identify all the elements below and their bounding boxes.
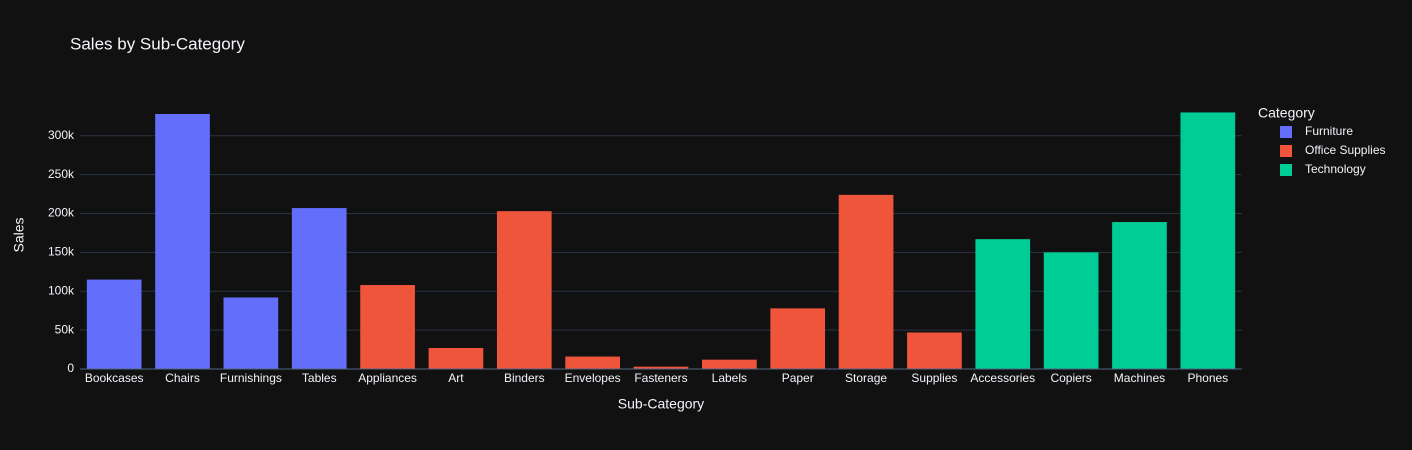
chart-title: Sales by Sub-Category xyxy=(70,34,245,53)
legend-label: Technology xyxy=(1305,162,1366,176)
x-tick-label: Storage xyxy=(845,371,887,385)
y-tick-label: 0 xyxy=(67,361,74,375)
y-tick-label: 200k xyxy=(48,206,75,220)
x-tick-label: Tables xyxy=(302,371,337,385)
x-tick-label: Art xyxy=(448,371,464,385)
bar xyxy=(291,208,347,369)
y-tick-label: 100k xyxy=(48,283,75,297)
bar xyxy=(907,332,962,369)
bar xyxy=(975,239,1031,369)
x-tick-label: Binders xyxy=(504,371,545,385)
x-tick-label: Machines xyxy=(1114,371,1165,385)
x-tick-label: Chairs xyxy=(165,371,200,385)
y-axis-title: Sales xyxy=(11,217,27,252)
bar xyxy=(1112,222,1167,369)
bar xyxy=(633,366,689,369)
bar xyxy=(1180,112,1236,370)
y-tick-label: 300k xyxy=(48,128,75,142)
bar xyxy=(838,194,894,369)
x-axis-title: Sub-Category xyxy=(618,396,704,412)
legend-swatch xyxy=(1280,164,1292,176)
legend-swatch xyxy=(1280,126,1292,138)
y-tick-label: 50k xyxy=(55,322,75,336)
y-tick-label: 150k xyxy=(48,245,75,259)
legend-label: Office Supplies xyxy=(1305,143,1386,157)
bar xyxy=(565,356,620,369)
x-tick-label: Fasteners xyxy=(634,371,687,385)
legend-title: Category xyxy=(1258,105,1315,121)
x-tick-label: Furnishings xyxy=(220,371,282,385)
y-tick-label: 250k xyxy=(48,167,75,181)
bar xyxy=(428,348,484,369)
x-tick-label: Phones xyxy=(1187,371,1228,385)
legend-label: Furniture xyxy=(1305,124,1353,138)
x-tick-label: Envelopes xyxy=(565,371,621,385)
bar xyxy=(223,297,279,369)
x-tick-label: Supplies xyxy=(911,371,957,385)
bar xyxy=(770,308,826,369)
bar xyxy=(86,279,142,369)
bar xyxy=(702,359,757,369)
x-tick-label: Bookcases xyxy=(85,371,144,385)
bar xyxy=(496,211,552,369)
bar xyxy=(360,285,415,369)
x-tick-label: Paper xyxy=(782,371,814,385)
bar xyxy=(1043,252,1099,369)
x-tick-label: Accessories xyxy=(970,371,1035,385)
legend-swatch xyxy=(1280,145,1292,157)
x-tick-label: Appliances xyxy=(358,371,417,385)
bar xyxy=(155,113,210,369)
x-tick-label: Copiers xyxy=(1050,371,1091,385)
x-tick-label: Labels xyxy=(712,371,747,385)
